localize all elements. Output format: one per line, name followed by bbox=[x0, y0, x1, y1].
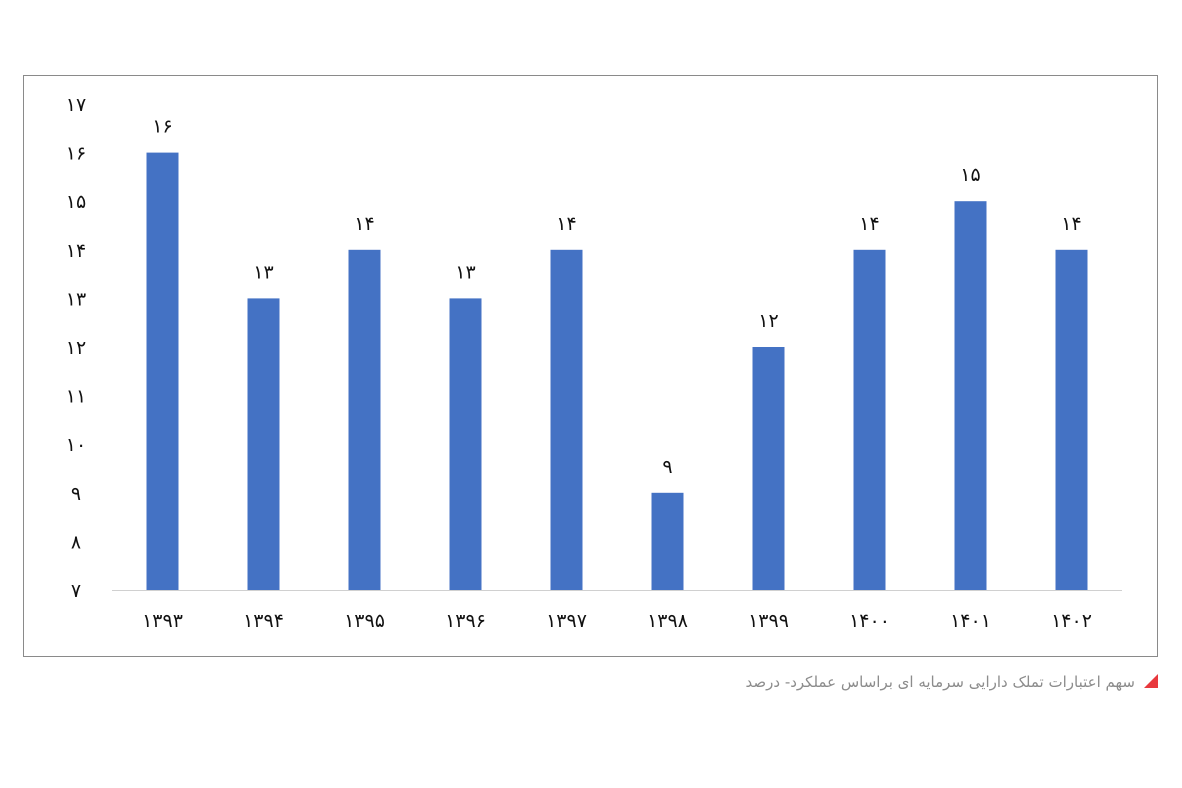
x-tick-label: ۱۴۰۰ bbox=[849, 610, 890, 632]
x-tick-label: ۱۳۹۸ bbox=[647, 610, 688, 632]
bar bbox=[752, 347, 785, 590]
x-tick-label: ۱۴۰۲ bbox=[1051, 610, 1092, 632]
data-label: ۱۳ bbox=[253, 261, 273, 283]
bar-chart: ۷ ۸ ۹ ۱۰ ۱۱ ۱۲ ۱۳ ۱۴ ۱۵ ۱۶ ۱۷ ۱۶ ۱۳۹۳ ۱۳ ۱۳۹۴ ۱۴ ۱۳۹۵ ۱۳ ۱… bbox=[66, 94, 1122, 632]
caption-text: سهم اعتبارات تملک دارایی سرمایه ای براسا… bbox=[745, 673, 1135, 691]
data-label: ۱۴ bbox=[354, 213, 374, 235]
y-tick-label: ۱۵ bbox=[66, 191, 86, 213]
data-label: ۱۲ bbox=[758, 310, 778, 332]
y-tick-label: ۱۰ bbox=[66, 434, 86, 456]
y-tick-label: ۱۴ bbox=[66, 240, 86, 262]
y-tick-label: ۱۷ bbox=[66, 94, 86, 116]
bar bbox=[853, 249, 886, 591]
y-tick-label: ۹ bbox=[71, 483, 81, 505]
bar bbox=[954, 201, 987, 590]
x-tick-label: ۱۳۹۶ bbox=[445, 610, 486, 632]
caption-marker-icon bbox=[1144, 674, 1158, 688]
bar bbox=[651, 492, 684, 590]
y-tick-label: ۱۳ bbox=[66, 288, 86, 310]
bar bbox=[1055, 249, 1088, 591]
data-label: ۱۴ bbox=[859, 213, 879, 235]
y-tick-label: ۱۶ bbox=[66, 143, 86, 165]
bar bbox=[550, 249, 583, 591]
data-label: ۱۴ bbox=[556, 213, 576, 235]
x-tick-label: ۱۳۹۷ bbox=[546, 610, 587, 632]
data-label: ۱۶ bbox=[152, 116, 172, 138]
data-label: ۹ bbox=[662, 456, 672, 478]
chart-frame: ۷ ۸ ۹ ۱۰ ۱۱ ۱۲ ۱۳ ۱۴ ۱۵ ۱۶ ۱۷ ۱۶ ۱۳۹۳ ۱۳ ۱۳۹۴ ۱۴ ۱۳۹۵ ۱۳ ۱… bbox=[23, 75, 1158, 657]
bar bbox=[146, 152, 179, 590]
bar bbox=[449, 298, 482, 590]
data-label: ۱۴ bbox=[1061, 213, 1081, 235]
bar bbox=[247, 298, 280, 590]
y-tick-label: ۷ bbox=[71, 580, 81, 602]
data-label: ۱۵ bbox=[960, 164, 980, 186]
bar bbox=[348, 249, 381, 591]
y-tick-label: ۱۱ bbox=[66, 386, 86, 408]
x-tick-label: ۱۳۹۹ bbox=[748, 610, 789, 632]
data-label: ۱۳ bbox=[455, 261, 475, 283]
y-tick-label: ۸ bbox=[71, 531, 81, 553]
x-tick-label: ۱۴۰۱ bbox=[950, 610, 991, 632]
x-tick-label: ۱۳۹۴ bbox=[243, 610, 284, 632]
x-tick-label: ۱۳۹۳ bbox=[142, 610, 183, 632]
figure-caption: سهم اعتبارات تملک دارایی سرمایه ای براسا… bbox=[23, 668, 1158, 698]
y-tick-label: ۱۲ bbox=[66, 337, 86, 359]
x-tick-label: ۱۳۹۵ bbox=[344, 610, 385, 632]
